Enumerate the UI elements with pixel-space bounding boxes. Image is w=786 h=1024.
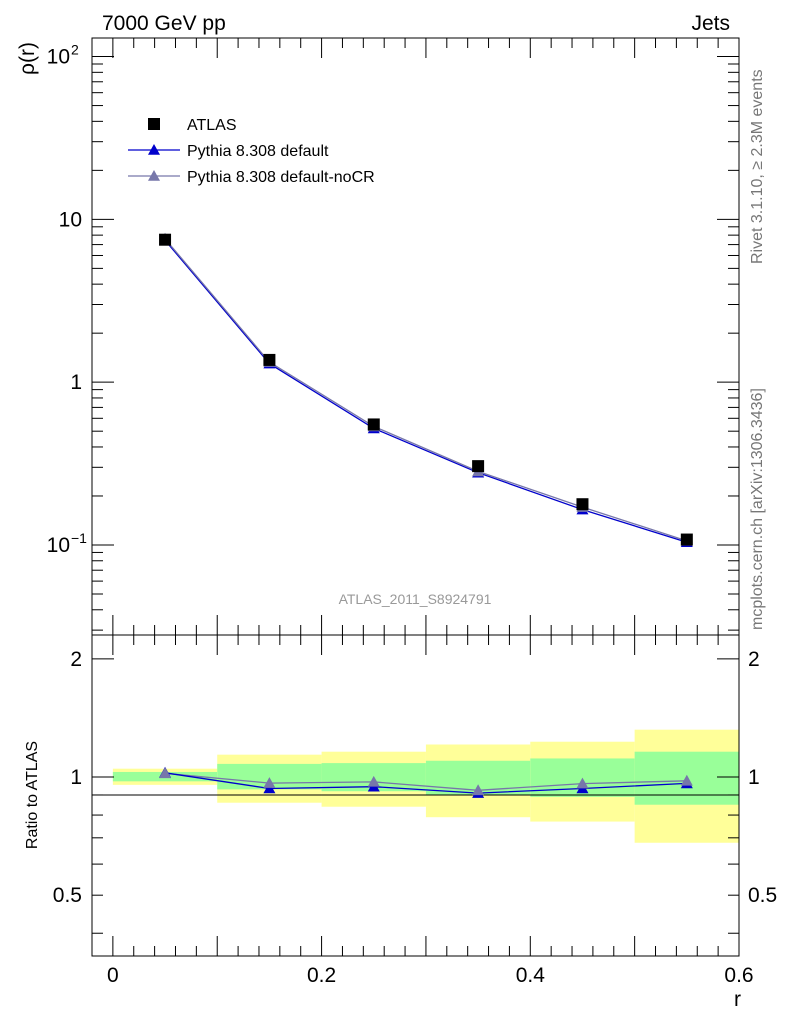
series-line-default: [164, 239, 687, 543]
ratio-point-nocr: [159, 767, 172, 779]
main-y-tick-exponent: −1: [71, 530, 87, 546]
ratio-y-tick-label-right: 1: [748, 766, 760, 789]
main-y-tick-label: 10: [59, 208, 82, 231]
ratio-plot-area: [159, 766, 693, 798]
main-x-ticks: [91, 38, 740, 635]
ratio-frame: [91, 634, 740, 957]
ratio-y-tick-label: 0.5: [53, 884, 82, 907]
point-atlas: [472, 460, 485, 473]
ratio-point-nocr: [680, 774, 693, 786]
ratio-point-nocr: [263, 777, 276, 788]
x-tick-label: 0.6: [724, 964, 753, 987]
main-y-tick-label: 1: [70, 371, 82, 394]
point-atlas: [367, 418, 380, 431]
ratio-point-nocr: [367, 775, 380, 787]
legend-marker: [148, 170, 160, 181]
ratio-y-tick-label-right: 2: [748, 648, 760, 671]
main-y-tick-label: 10: [47, 46, 70, 69]
analysis-id-label: ATLAS_2011_S8924791: [339, 591, 492, 607]
point-atlas: [159, 233, 172, 246]
point-atlas: [263, 353, 276, 366]
ratio-y-tick-label-right: 0.5: [748, 884, 777, 907]
legend-marker: [148, 144, 160, 155]
header-energy-label: 7000 GeV pp: [102, 12, 226, 35]
ratio-panel: 0.5 0.5 1 1 2 2 0 0.2 0.4 0.6 Ratio to ATLAS r: [24, 634, 777, 1011]
legend: ATLAS Pythia 8.308 default Pythia 8.308 de…: [128, 117, 375, 186]
header-process-label: Jets: [691, 12, 730, 35]
rivet-version-label: Rivet 3.1.10, ≥ 2.3M events: [749, 69, 766, 264]
ratio-point-nocr: [576, 777, 589, 789]
ratio-line-nocr: [164, 772, 687, 791]
legend-label: ATLAS: [187, 117, 237, 134]
ratio-point-nocr: [472, 784, 485, 796]
ratio-line-default: [164, 772, 687, 794]
x-tick-label: 0.4: [516, 964, 546, 987]
legend-label: Pythia 8.308 default: [187, 143, 329, 160]
ratio-y-axis-label: Ratio to ATLAS: [24, 741, 41, 849]
main-plot-area: [159, 232, 693, 548]
x-tick-label: 0.2: [307, 964, 336, 987]
main-y-tick-exponent: 2: [71, 42, 79, 58]
legend-marker-atlas: [148, 118, 160, 130]
point-atlas: [680, 533, 693, 546]
main-y-axis-label: ρ(r): [16, 42, 39, 75]
ratio-y-tick-label: 2: [70, 648, 82, 671]
ratio-y-ticks: 0.5 0.5 1 1 2 2 0 0.2 0.4 0.6: [53, 648, 777, 987]
ratio-x-ticks: [91, 635, 740, 956]
point-atlas: [576, 498, 589, 511]
ratio-y-tick-label: 1: [70, 766, 82, 789]
x-axis-label: r: [734, 988, 741, 1011]
series-line-nocr: [164, 238, 688, 542]
mcplots-label: mcplots.cern.ch [arXiv:1306.3436]: [749, 388, 766, 630]
legend-label: Pythia 8.308 default-noCR: [187, 169, 375, 186]
main-y-tick-label: 10: [47, 534, 70, 557]
x-tick-label: 0: [107, 964, 119, 987]
